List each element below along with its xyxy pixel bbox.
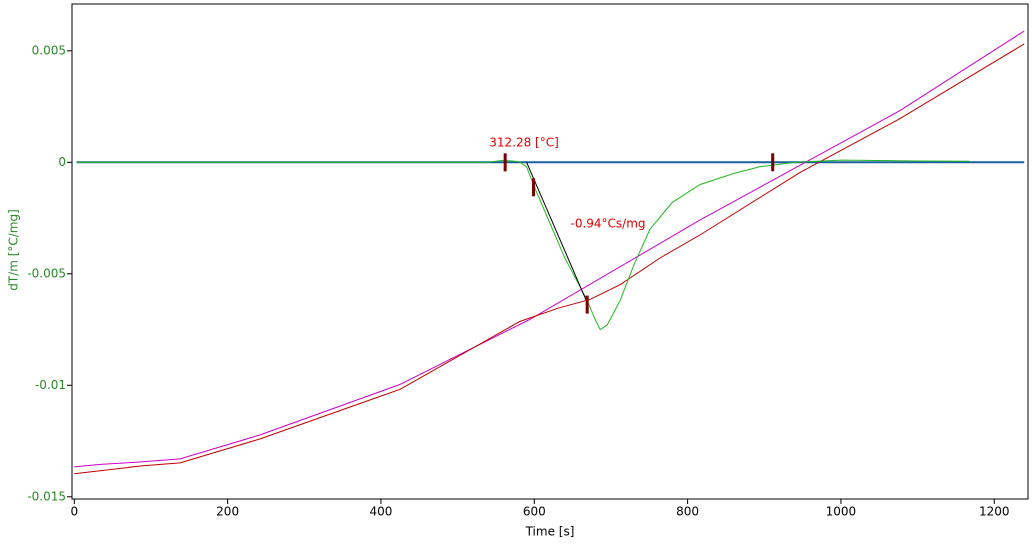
x-tick-label: 200 [216,505,239,519]
series-line [526,162,587,301]
series-line [74,43,1025,475]
annotation: 312.28 [°C] [489,136,559,150]
marker [503,153,507,172]
y-axis-label: dT/m [°C/mg] [7,209,21,291]
series-line [76,159,970,331]
x-tick-label: 1200 [979,505,1010,519]
x-tick-label: 600 [523,505,546,519]
y-tick-label: -0.01 [35,378,66,392]
marker [585,295,589,314]
plot-area [71,3,1029,500]
y-tick-label: 0 [58,155,66,169]
marker [532,178,536,197]
x-tick-label: 800 [676,505,699,519]
marker [771,153,775,172]
x-tick-label: 0 [70,505,78,519]
series-line [74,30,1025,468]
y-tick-label: -0.005 [27,266,66,280]
y-tick-label: 0.005 [32,43,66,57]
y-tick-label: -0.015 [27,489,66,503]
x-tick-label: 1000 [826,505,857,519]
x-tick-label: 400 [370,505,393,519]
x-axis-label: Time [s] [525,525,575,539]
annotation: -0.94°Cs/mg [570,217,645,231]
